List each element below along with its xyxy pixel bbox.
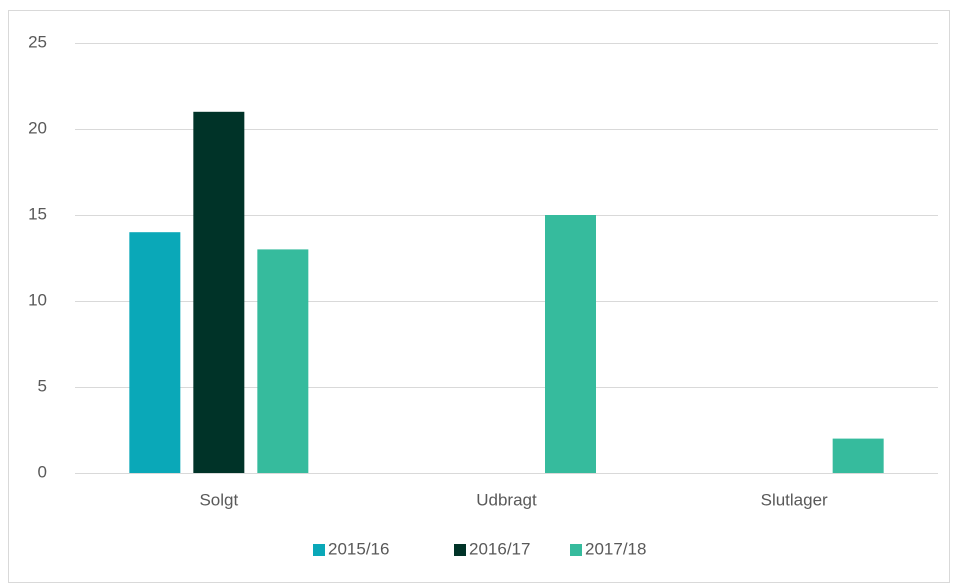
y-tick-label: 25 bbox=[28, 32, 47, 51]
bar bbox=[129, 232, 181, 473]
y-tick-label: 0 bbox=[38, 462, 47, 481]
legend-swatch bbox=[454, 544, 466, 556]
bar bbox=[193, 111, 245, 474]
bar bbox=[257, 249, 309, 473]
legend-swatch bbox=[313, 544, 325, 556]
legend-swatch bbox=[570, 544, 582, 556]
y-tick-label: 10 bbox=[28, 290, 47, 309]
bar bbox=[545, 215, 596, 473]
x-tick-label: Udbragt bbox=[476, 490, 537, 509]
y-tick-label: 15 bbox=[28, 204, 47, 223]
y-tick-label: 20 bbox=[28, 118, 47, 137]
y-tick-label: 5 bbox=[38, 376, 47, 395]
bar bbox=[832, 438, 884, 473]
legend-label: 2016/17 bbox=[469, 539, 530, 558]
legend-label: 2017/18 bbox=[585, 539, 646, 558]
legend-label: 2015/16 bbox=[328, 539, 389, 558]
x-tick-label: Slutlager bbox=[761, 490, 828, 509]
x-tick-label: Solgt bbox=[199, 490, 238, 509]
